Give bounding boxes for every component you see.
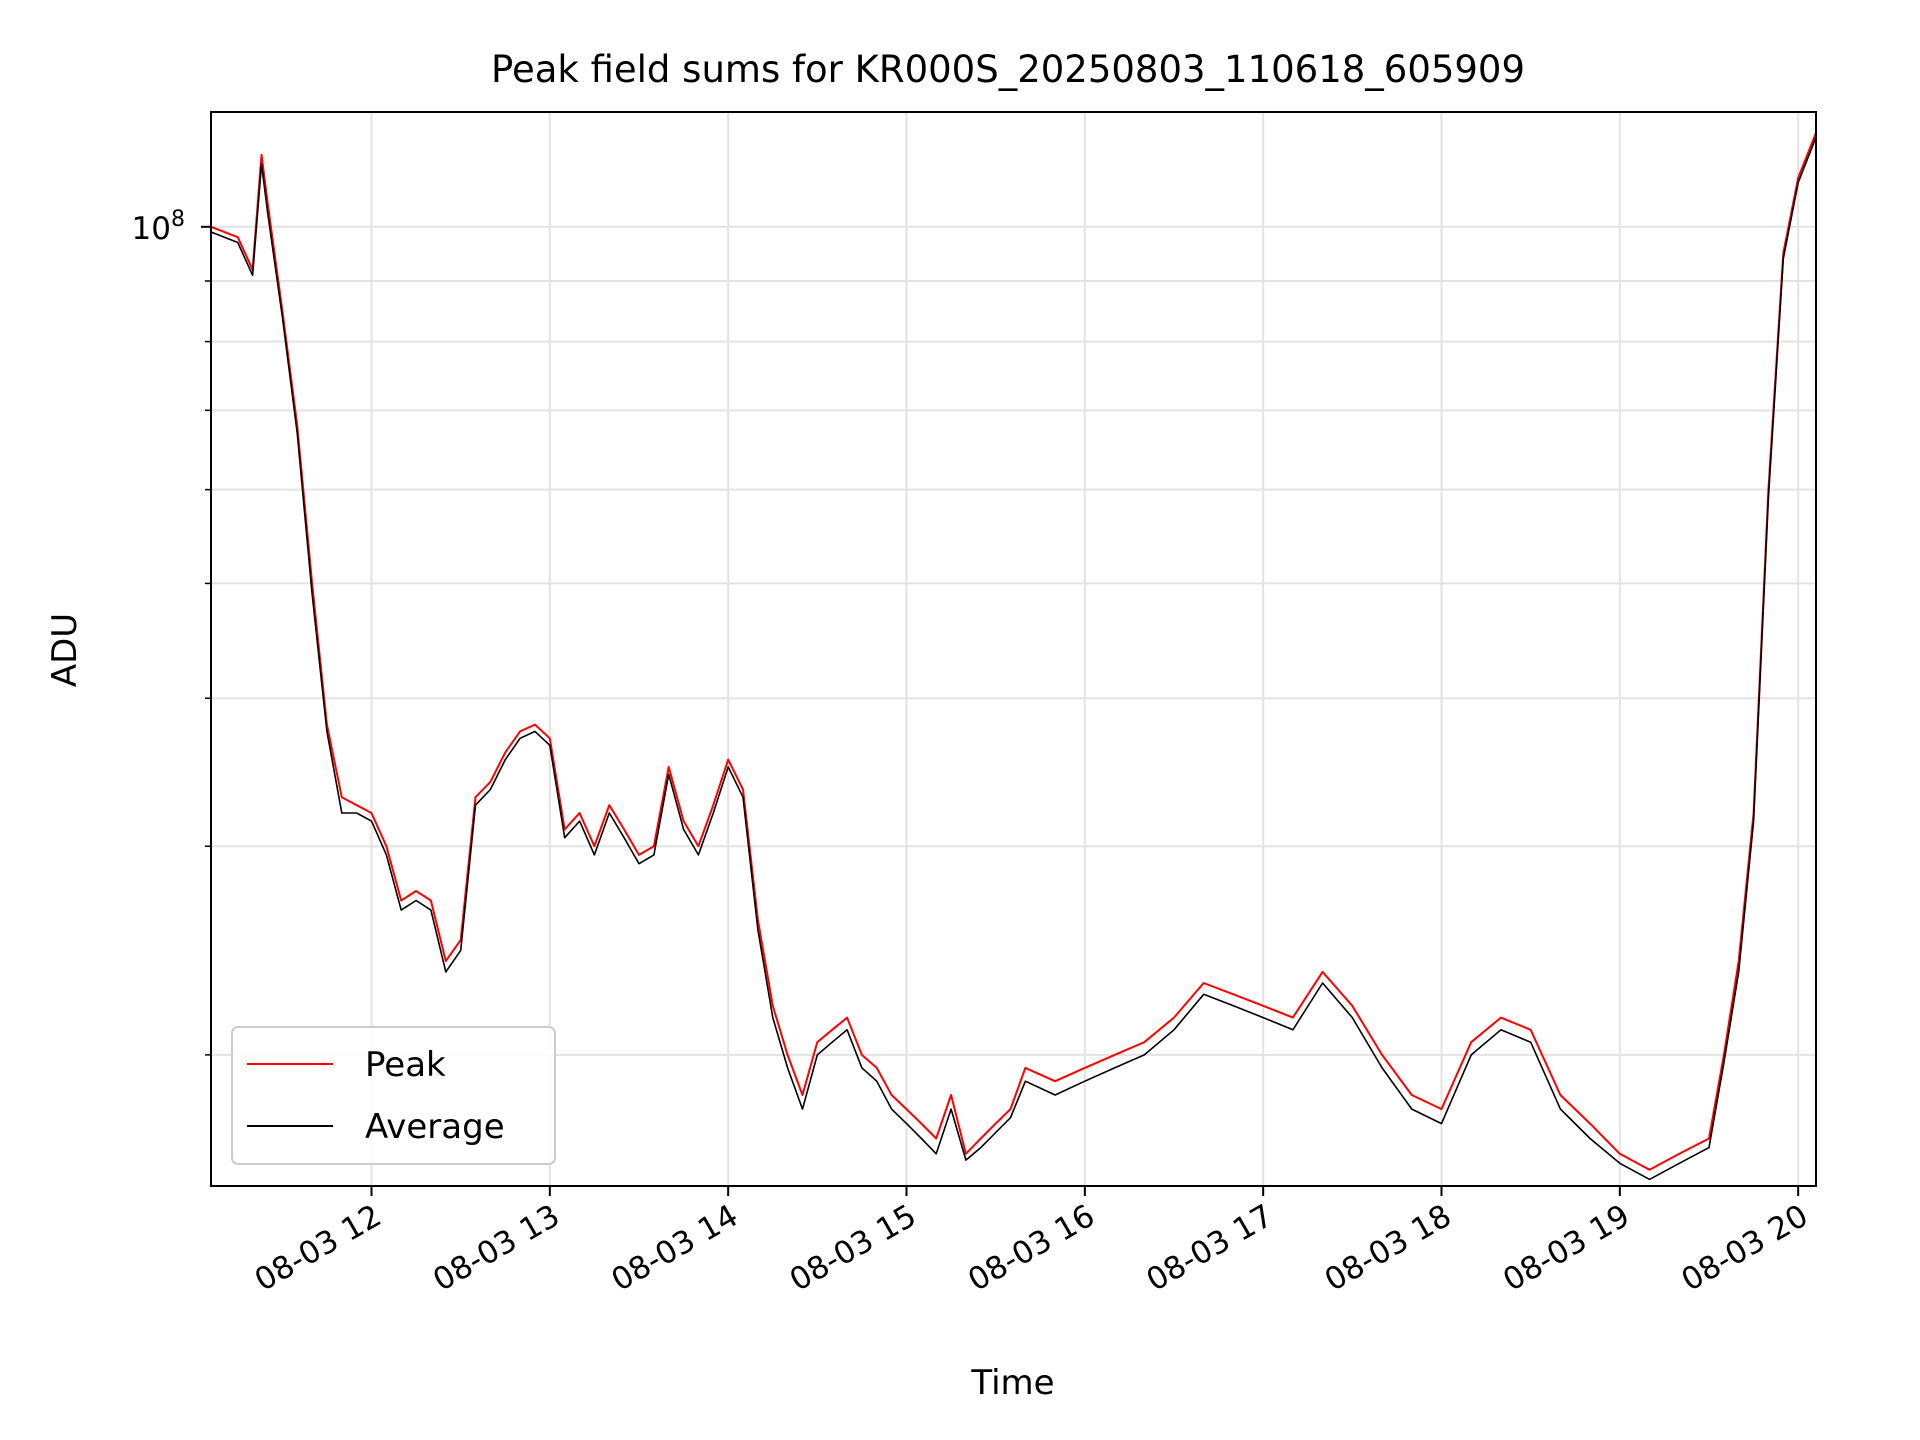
plot-frame [210,111,1817,1187]
legend: Peak Average [231,1026,556,1165]
legend-label-peak: Peak [365,1045,446,1085]
series-line-peak [210,132,1817,1171]
y-tick-label-1e8: 108 [132,207,185,247]
series-line-average [210,137,1817,1181]
legend-box [231,1026,556,1165]
legend-label-average: Average [365,1107,505,1147]
y-axis-ticks: 108 [132,207,211,1056]
series-layer [210,132,1817,1181]
chart-title: Peak field sums for KR000S_20250803_1106… [491,48,1525,91]
x-axis-label: Time [970,1363,1054,1403]
y-axis-label: ADU [45,613,85,687]
grid-lines [211,112,1816,1186]
